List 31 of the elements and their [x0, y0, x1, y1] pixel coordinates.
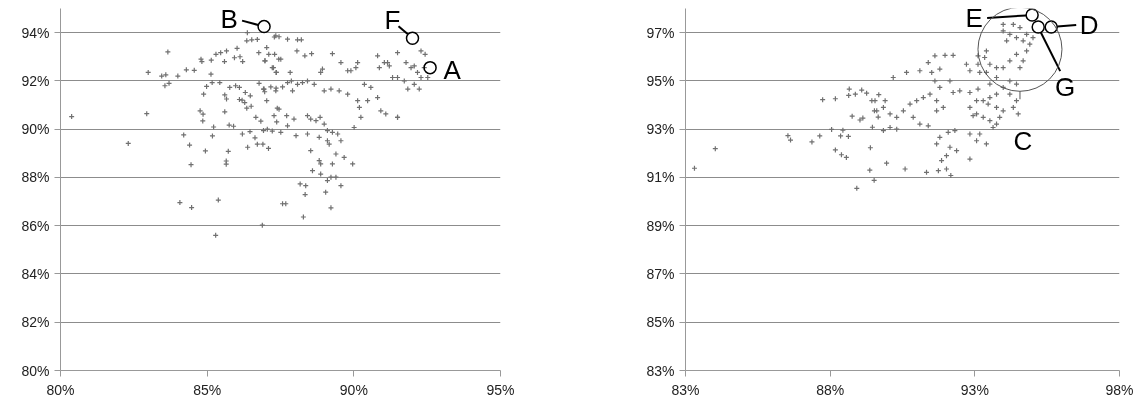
y-tick-label: 86%	[21, 217, 50, 234]
annotation: A	[443, 54, 462, 85]
annotation: C	[1013, 126, 1033, 157]
x-tick-label: 98%	[1105, 381, 1134, 398]
y-tick-label: 83%	[646, 362, 675, 379]
y-tick-label: 85%	[646, 314, 675, 331]
x-tick-label: 90%	[339, 381, 368, 398]
y-tick-label: 87%	[646, 265, 675, 282]
annotation: G	[1055, 72, 1076, 103]
annotation: B	[220, 3, 238, 34]
x-tick-label: 80%	[46, 381, 75, 398]
x-tick-label: 88%	[816, 381, 845, 398]
y-tick-label: 84%	[21, 265, 50, 282]
annotation: F	[384, 5, 401, 36]
y-tick-label: 80%	[21, 362, 50, 379]
x-tick-label: 93%	[960, 381, 989, 398]
y-tick-label: 88%	[21, 169, 50, 186]
x-tick-label: 95%	[486, 381, 515, 398]
y-tick-label: 90%	[21, 121, 50, 138]
x-tick-label: 85%	[193, 381, 222, 398]
y-tick-label: 94%	[21, 24, 50, 41]
y-tick-label: 97%	[646, 24, 675, 41]
y-tick-label: 92%	[21, 72, 50, 89]
x-tick-label: 83%	[671, 381, 700, 398]
y-tick-label: 95%	[646, 72, 675, 89]
y-tick-label: 93%	[646, 121, 675, 138]
y-tick-label: 89%	[646, 217, 675, 234]
annotation: D	[1079, 10, 1099, 41]
annotation: E	[965, 3, 983, 34]
y-tick-label: 82%	[21, 314, 50, 331]
y-tick-label: 91%	[646, 169, 675, 186]
